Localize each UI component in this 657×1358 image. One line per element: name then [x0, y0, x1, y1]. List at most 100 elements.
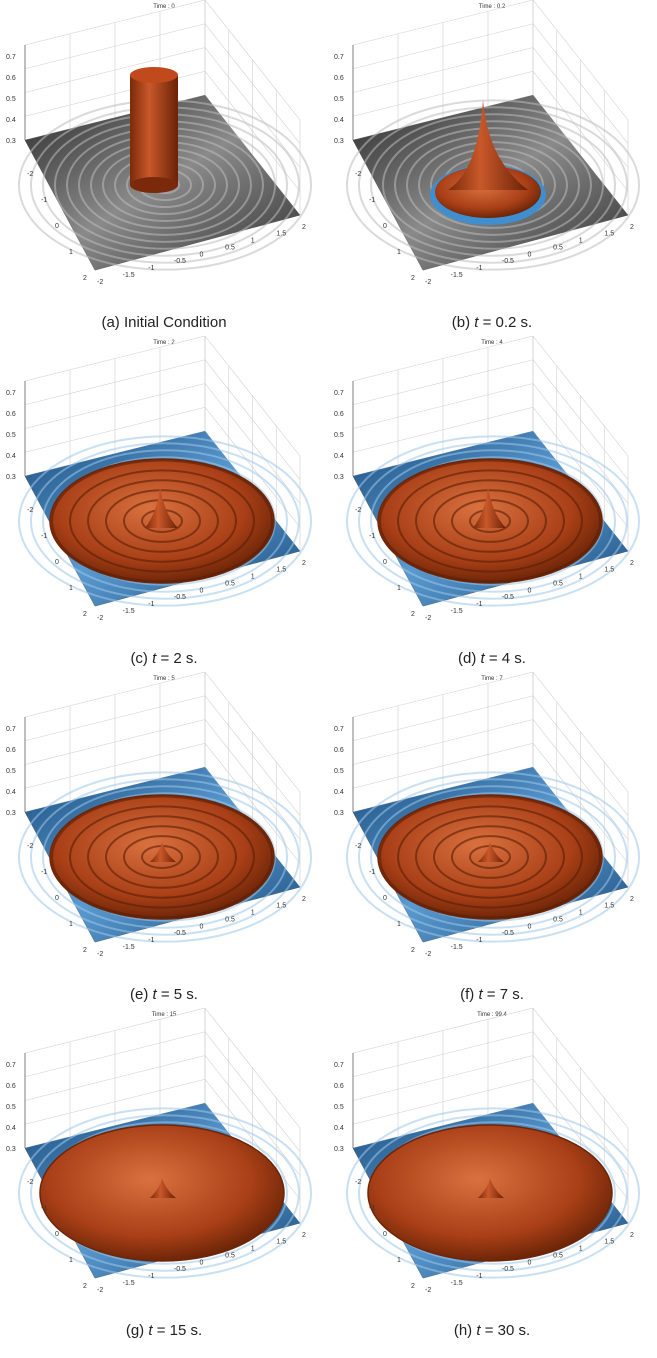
- x-tick-label: 1: [579, 910, 583, 917]
- z-tick-label: 0.6: [334, 411, 344, 418]
- z-tick-label: 0.6: [6, 411, 16, 418]
- x-tick-label: 0.5: [225, 1252, 235, 1259]
- panel: Time : 70.70.60.50.40.3-2-1012-2-1.5-1-0…: [334, 672, 639, 1003]
- x-tick-label: 0: [200, 251, 204, 258]
- y-tick-label: 2: [411, 611, 415, 618]
- x-tick-label: 0: [528, 587, 532, 594]
- x-tick-label: 2: [302, 560, 306, 567]
- x-tick-label: 1.5: [604, 1239, 614, 1246]
- y-tick-label: 2: [411, 275, 415, 282]
- z-tick-label: 0.3: [6, 138, 16, 145]
- x-tick-label: 0: [528, 1259, 532, 1266]
- y-tick-label: 2: [83, 947, 87, 954]
- y-tick-label: 0: [383, 1231, 387, 1238]
- x-tick-label: -1: [148, 1273, 154, 1280]
- x-tick-label: -2: [97, 279, 103, 286]
- x-tick-label: -2: [425, 615, 431, 622]
- x-tick-label: -1: [476, 601, 482, 608]
- z-tick-label: 0.7: [6, 726, 16, 733]
- y-tick-label: 1: [69, 921, 73, 928]
- x-tick-label: -1: [476, 1273, 482, 1280]
- x-tick-label: 2: [630, 224, 634, 231]
- x-tick-label: -0.5: [502, 930, 514, 937]
- y-tick-label: -2: [27, 507, 33, 514]
- x-tick-label: -1: [148, 265, 154, 272]
- x-tick-label: -2: [97, 951, 103, 958]
- surface: [347, 95, 639, 270]
- y-tick-label: 0: [55, 1231, 59, 1238]
- caption-text: = 2 s.: [160, 650, 197, 667]
- x-tick-label: -0.5: [174, 258, 186, 265]
- column-top: [130, 67, 178, 83]
- x-tick-label: 0.5: [553, 916, 563, 923]
- z-tick-label: 0.4: [6, 1125, 16, 1132]
- caption: (b) t = 0.2 s.: [452, 314, 532, 331]
- surface: [347, 1103, 639, 1278]
- x-tick-label: -2: [425, 951, 431, 958]
- z-tick-label: 0.4: [334, 1125, 344, 1132]
- z-tick-label: 0.6: [334, 75, 344, 82]
- x-tick-label: 2: [302, 1232, 306, 1239]
- z-tick-label: 0.3: [334, 474, 344, 481]
- x-tick-label: 1.5: [604, 231, 614, 238]
- caption-text: Initial Condition: [124, 314, 227, 331]
- x-tick-label: -1: [148, 937, 154, 944]
- panel: Time : 99.40.70.60.50.40.3-2-1012-2-1.5-…: [334, 1008, 639, 1339]
- z-tick-label: 0.7: [6, 1062, 16, 1069]
- caption-label: (g): [126, 1322, 144, 1339]
- z-tick-label: 0.4: [334, 117, 344, 124]
- z-tick-label: 0.3: [334, 138, 344, 145]
- z-tick-label: 0.3: [334, 810, 344, 817]
- y-tick-label: 2: [411, 1283, 415, 1290]
- z-tick-label: 0.5: [6, 432, 16, 439]
- caption: (a) Initial Condition: [101, 314, 226, 331]
- x-tick-label: -1.5: [123, 272, 135, 279]
- y-tick-label: 1: [397, 585, 401, 592]
- z-tick-label: 0.7: [6, 390, 16, 397]
- x-tick-label: 0.5: [553, 1252, 563, 1259]
- x-tick-label: -1.5: [123, 944, 135, 951]
- panel-title: Time : 5: [153, 676, 175, 682]
- x-tick-label: 0.5: [225, 916, 235, 923]
- x-tick-label: -1: [476, 937, 482, 944]
- y-tick-label: 1: [397, 249, 401, 256]
- x-tick-label: 0: [528, 251, 532, 258]
- y-tick-label: 2: [411, 947, 415, 954]
- x-tick-label: -0.5: [174, 930, 186, 937]
- panel: Time : 00.70.60.50.40.3-2-1012-2-1.5-1-0…: [6, 0, 311, 331]
- z-tick-label: 0.4: [334, 789, 344, 796]
- y-tick-label: 0: [55, 223, 59, 230]
- x-tick-label: 1: [251, 1246, 255, 1253]
- y-tick-label: -2: [27, 1179, 33, 1186]
- x-tick-label: 0.5: [225, 244, 235, 251]
- y-tick-label: 1: [69, 249, 73, 256]
- x-tick-label: 2: [630, 1232, 634, 1239]
- z-tick-label: 0.7: [6, 54, 16, 61]
- z-tick-label: 0.7: [334, 54, 344, 61]
- caption-var: t: [474, 314, 479, 331]
- z-tick-label: 0.6: [6, 1083, 16, 1090]
- x-tick-label: 0: [528, 923, 532, 930]
- x-tick-label: -1.5: [451, 272, 463, 279]
- y-tick-label: 2: [83, 275, 87, 282]
- caption-text: = 30 s.: [485, 1322, 530, 1339]
- z-tick-label: 0.3: [6, 474, 16, 481]
- x-tick-label: 0.5: [553, 244, 563, 251]
- z-tick-label: 0.6: [6, 747, 16, 754]
- x-tick-label: 0.5: [553, 580, 563, 587]
- x-tick-label: 1.5: [276, 231, 286, 238]
- x-tick-label: 2: [302, 224, 306, 231]
- x-tick-label: -0.5: [502, 258, 514, 265]
- x-tick-label: 1: [579, 1246, 583, 1253]
- x-tick-label: -1.5: [451, 944, 463, 951]
- y-tick-label: 1: [69, 585, 73, 592]
- x-tick-label: 1: [579, 238, 583, 245]
- y-tick-label: -2: [355, 843, 361, 850]
- y-tick-label: -1: [41, 1205, 47, 1212]
- y-tick-label: -2: [355, 171, 361, 178]
- caption-label: (c): [130, 650, 148, 667]
- x-tick-label: -0.5: [174, 1266, 186, 1273]
- y-tick-label: -2: [27, 843, 33, 850]
- caption: (e) t = 5 s.: [130, 986, 198, 1003]
- x-tick-label: 2: [302, 896, 306, 903]
